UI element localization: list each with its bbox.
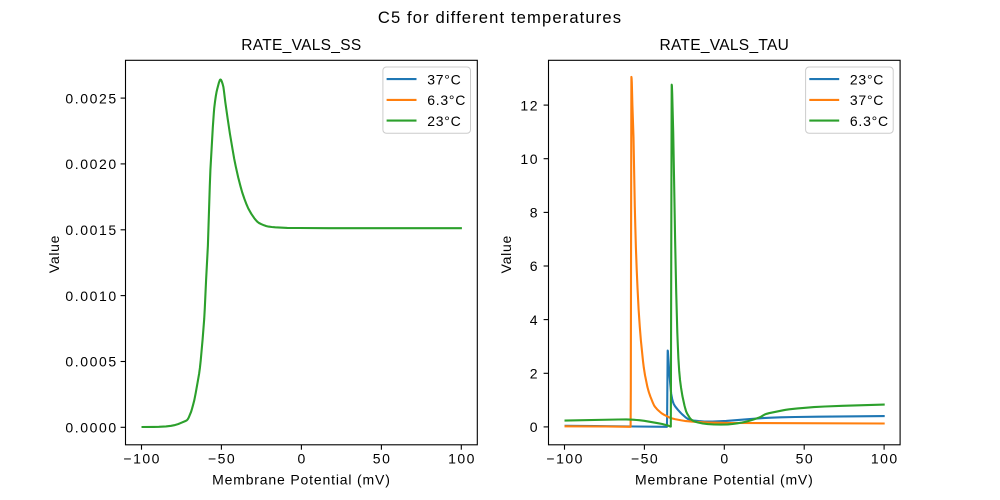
svg-text:RATE_VALS_TAU: RATE_VALS_TAU	[659, 37, 789, 54]
svg-text:−100: −100	[546, 450, 584, 466]
svg-text:Membrane Potential (mV): Membrane Potential (mV)	[212, 471, 391, 487]
svg-text:6.3°C: 6.3°C	[850, 113, 889, 129]
svg-text:0: 0	[530, 419, 539, 435]
svg-text:37°C: 37°C	[850, 92, 884, 108]
svg-text:−50: −50	[208, 450, 236, 466]
svg-text:100: 100	[871, 450, 899, 466]
svg-text:6: 6	[530, 258, 539, 274]
svg-text:Value: Value	[498, 235, 514, 273]
svg-text:Membrane Potential (mV): Membrane Potential (mV)	[635, 471, 814, 487]
svg-text:−50: −50	[631, 450, 659, 466]
svg-text:12: 12	[520, 97, 539, 113]
svg-text:100: 100	[448, 450, 476, 466]
svg-text:0.0000: 0.0000	[65, 420, 117, 436]
svg-text:0.0020: 0.0020	[65, 156, 117, 172]
svg-text:0.0010: 0.0010	[65, 288, 117, 304]
svg-text:0: 0	[297, 450, 306, 466]
svg-text:23°C: 23°C	[850, 71, 884, 87]
svg-text:4: 4	[530, 312, 539, 328]
svg-text:37°C: 37°C	[427, 71, 461, 87]
svg-text:50: 50	[796, 450, 815, 466]
svg-text:0: 0	[720, 450, 729, 466]
svg-text:23°C: 23°C	[427, 113, 461, 129]
svg-text:Value: Value	[46, 235, 62, 273]
svg-text:0.0015: 0.0015	[65, 222, 117, 238]
svg-text:0.0025: 0.0025	[65, 90, 117, 106]
svg-text:0.0005: 0.0005	[65, 354, 117, 370]
svg-text:RATE_VALS_SS: RATE_VALS_SS	[241, 37, 361, 54]
svg-text:50: 50	[373, 450, 392, 466]
svg-text:2: 2	[530, 366, 539, 382]
svg-text:C5 for different temperatures: C5 for different temperatures	[378, 8, 622, 27]
svg-text:8: 8	[530, 205, 539, 221]
svg-text:−100: −100	[123, 450, 161, 466]
svg-text:6.3°C: 6.3°C	[427, 92, 466, 108]
svg-text:10: 10	[520, 151, 539, 167]
